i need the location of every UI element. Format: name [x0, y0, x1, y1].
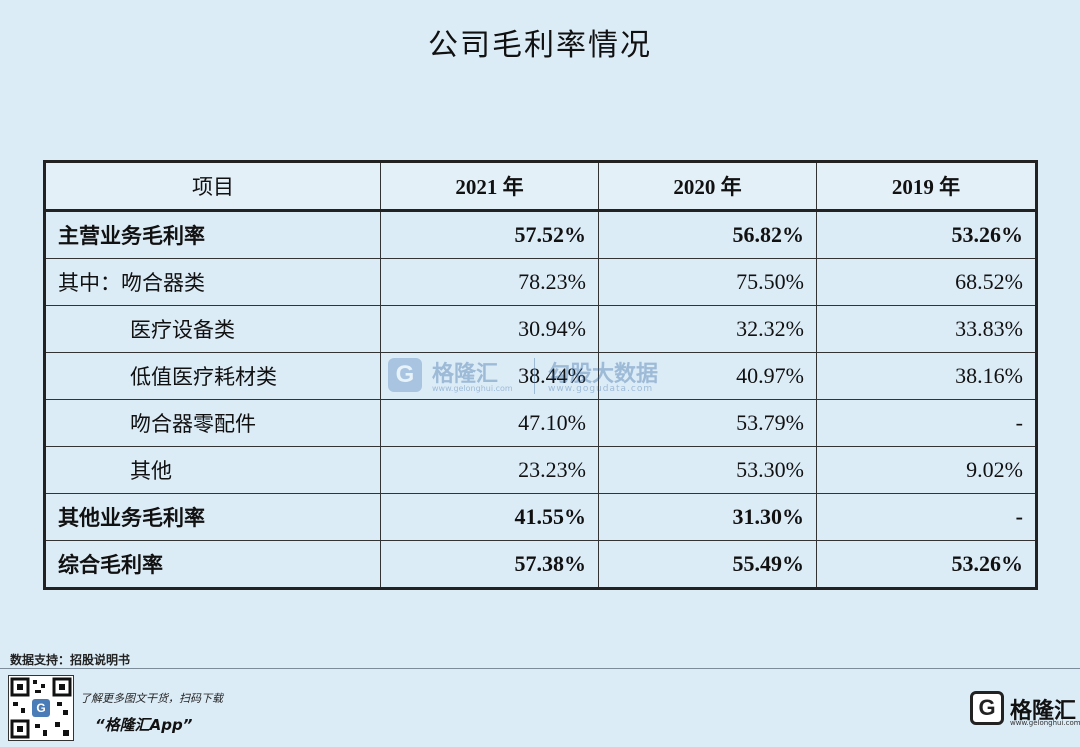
cell-2020: 75.50%: [598, 258, 817, 306]
gelonghui-logo-icon: G: [970, 691, 1004, 725]
table-row: 其他 23.23% 53.30% 9.02%: [44, 446, 1037, 494]
row-label: 其他业务毛利率: [44, 493, 381, 541]
row-label: 低值医疗耗材类: [44, 352, 381, 400]
cell-2021: 57.38%: [380, 540, 599, 589]
cell-2021: 78.23%: [380, 258, 599, 306]
qr-code-icon: G: [8, 675, 74, 741]
brand-name: 格隆汇: [1010, 699, 1077, 724]
cell-2021: 57.52%: [380, 210, 599, 259]
header-2019: 2019 年: [816, 161, 1037, 212]
page-title: 公司毛利率情况: [428, 28, 652, 63]
header-item: 项目: [44, 161, 381, 212]
table-row: 其他业务毛利率 41.55% 31.30% -: [44, 493, 1037, 541]
header-2021: 2021 年: [380, 161, 599, 212]
row-label: 医疗设备类: [44, 305, 381, 353]
cell-2021: 47.10%: [380, 399, 599, 447]
row-label: 其他: [44, 446, 381, 494]
app-name: “格隆汇App”: [95, 716, 193, 734]
cell-2019: -: [816, 493, 1037, 541]
cell-2020: 53.79%: [598, 399, 817, 447]
cell-2020: 53.30%: [598, 446, 817, 494]
cell-2019: 53.26%: [816, 540, 1037, 589]
brand-url: www.gelonghui.com: [1010, 719, 1080, 727]
table-header-row: 项目 2021 年 2020 年 2019 年: [44, 161, 1037, 212]
gelonghui-logo-icon: G: [32, 699, 50, 717]
cell-2019: -: [816, 399, 1037, 447]
cell-2020: 55.49%: [598, 540, 817, 589]
cell-2020: 40.97%: [598, 352, 817, 400]
cell-2019: 33.83%: [816, 305, 1037, 353]
cell-2021: 23.23%: [380, 446, 599, 494]
promo-text: 了解更多图文干货，扫码下载: [80, 692, 223, 705]
header-2020: 2020 年: [598, 161, 817, 212]
table-row: 低值医疗耗材类 38.44% 40.97% 38.16%: [44, 352, 1037, 400]
row-label: 吻合器零配件: [44, 399, 381, 447]
table-row: 医疗设备类 30.94% 32.32% 33.83%: [44, 305, 1037, 353]
cell-2019: 9.02%: [816, 446, 1037, 494]
cell-2019: 38.16%: [816, 352, 1037, 400]
row-label: 综合毛利率: [44, 540, 381, 589]
row-label: 主营业务毛利率: [44, 210, 381, 259]
table-row: 吻合器零配件 47.10% 53.79% -: [44, 399, 1037, 447]
cell-2019: 68.52%: [816, 258, 1037, 306]
cell-2020: 31.30%: [598, 493, 817, 541]
cell-2020: 56.82%: [598, 210, 817, 259]
gross-margin-table: 项目 2021 年 2020 年 2019 年 主营业务毛利率 57.52% 5…: [43, 160, 1038, 590]
cell-2021: 30.94%: [380, 305, 599, 353]
table-row: 主营业务毛利率 57.52% 56.82% 53.26%: [44, 210, 1037, 259]
brand-logo: G 格隆汇 www.gelonghui.com: [970, 691, 1080, 727]
footer-divider: [0, 668, 1080, 669]
table-row: 其中：吻合器类 78.23% 75.50% 68.52%: [44, 258, 1037, 306]
table-row: 综合毛利率 57.38% 55.49% 53.26%: [44, 540, 1037, 589]
row-label: 其中：吻合器类: [44, 258, 381, 306]
cell-2021: 41.55%: [380, 493, 599, 541]
cell-2020: 32.32%: [598, 305, 817, 353]
cell-2021: 38.44%: [380, 352, 599, 400]
data-source: 数据支持：招股说明书: [10, 653, 131, 667]
cell-2019: 53.26%: [816, 210, 1037, 259]
